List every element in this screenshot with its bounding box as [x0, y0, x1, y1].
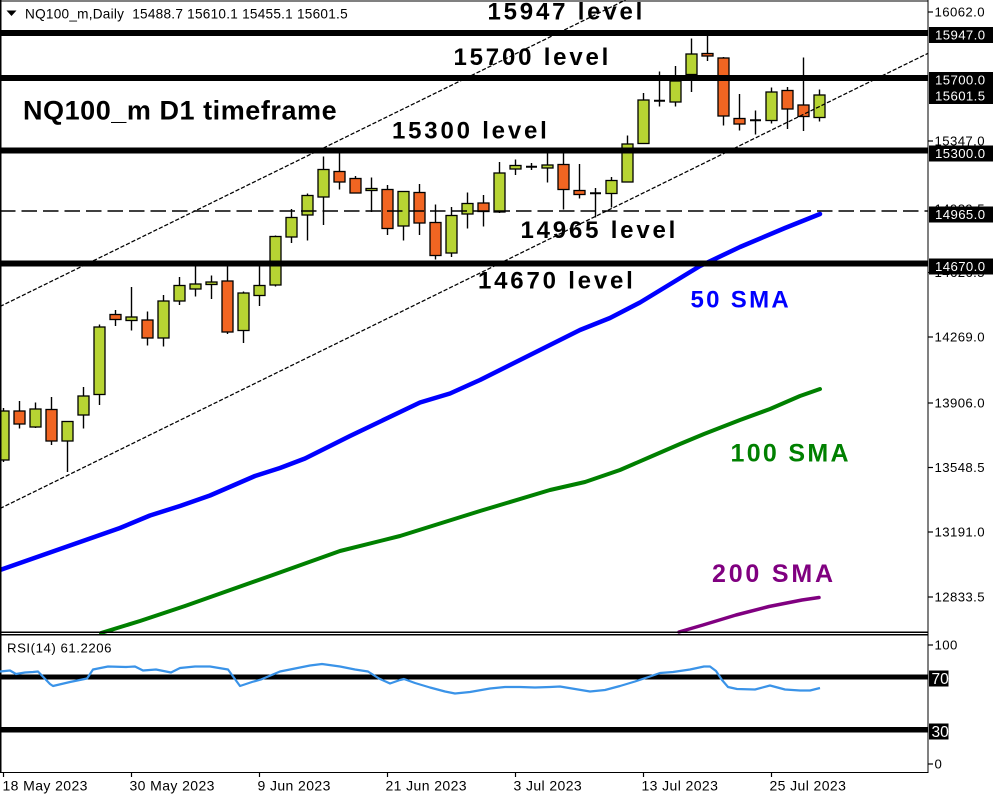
svg-text:70: 70	[932, 671, 950, 688]
svg-text:15300 level: 15300 level	[392, 118, 550, 145]
svg-text:14269.0: 14269.0	[935, 330, 985, 345]
svg-text:16062.0: 16062.0	[935, 5, 985, 20]
svg-text:15700.0: 15700.0	[935, 73, 985, 88]
svg-text:NQ100_m,Daily 15488.7 15610.1: NQ100_m,Daily 15488.7 15610.1 15455.1 15…	[25, 7, 348, 22]
svg-text:3 Jul 2023: 3 Jul 2023	[514, 778, 583, 794]
svg-text:15947 level: 15947 level	[488, 0, 646, 26]
svg-text:18 May 2023: 18 May 2023	[3, 778, 88, 794]
svg-text:15947.0: 15947.0	[935, 28, 985, 43]
svg-text:200 SMA: 200 SMA	[712, 560, 836, 588]
svg-text:12833.5: 12833.5	[935, 590, 985, 605]
svg-text:100: 100	[935, 638, 958, 653]
svg-text:14670.0: 14670.0	[935, 259, 985, 274]
svg-text:15300.0: 15300.0	[935, 146, 985, 161]
svg-text:21 Jun 2023: 21 Jun 2023	[386, 778, 467, 794]
svg-text:0: 0	[935, 757, 943, 772]
svg-text:100 SMA: 100 SMA	[731, 440, 851, 468]
svg-text:30 May 2023: 30 May 2023	[130, 778, 215, 794]
svg-text:15347.0: 15347.0	[935, 134, 985, 149]
svg-text:14965.0: 14965.0	[935, 207, 985, 222]
svg-text:15601.5: 15601.5	[935, 89, 985, 104]
svg-text:13 Jul 2023: 13 Jul 2023	[642, 778, 719, 794]
svg-text:13548.5: 13548.5	[935, 460, 985, 475]
svg-text:9 Jun 2023: 9 Jun 2023	[258, 778, 331, 794]
svg-text:25 Jul 2023: 25 Jul 2023	[770, 778, 847, 794]
svg-text:13906.0: 13906.0	[935, 396, 985, 411]
svg-text:RSI(14) 61.2206: RSI(14) 61.2206	[7, 641, 112, 656]
svg-text:14670 level: 14670 level	[478, 268, 636, 295]
svg-text:30: 30	[932, 724, 950, 741]
svg-text:13191.0: 13191.0	[935, 525, 985, 540]
svg-text:50 SMA: 50 SMA	[691, 287, 792, 314]
svg-text:14965 level: 14965 level	[521, 217, 679, 244]
svg-text:15700 level: 15700 level	[454, 44, 612, 71]
svg-text:NQ100_m D1 timeframe: NQ100_m D1 timeframe	[23, 96, 337, 126]
